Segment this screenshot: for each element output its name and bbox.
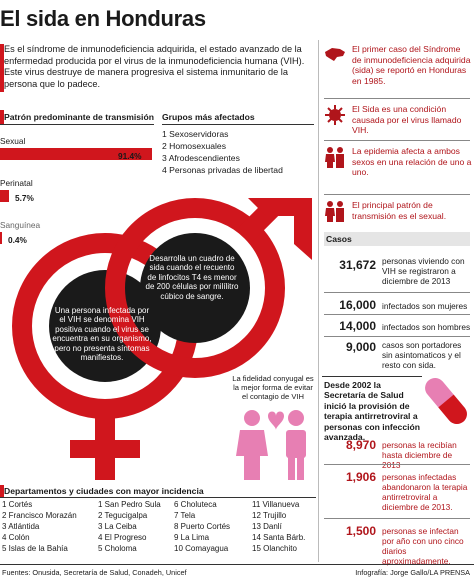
groups-list: 1 Sexoservidoras 2 Homosexuales 3 Afrode… bbox=[162, 128, 283, 176]
honduras-map-icon bbox=[325, 48, 345, 61]
casos-number: 14,000 bbox=[339, 319, 376, 333]
gender-symbols-graphic bbox=[12, 198, 312, 480]
group-item: 2 Homosexuales bbox=[162, 141, 227, 151]
casos-number: 31,672 bbox=[339, 258, 376, 272]
treatment-heading: Desde 2002 la Secretaría de Salud inició… bbox=[324, 380, 420, 443]
city-item: 13 Danlí bbox=[252, 522, 282, 532]
casos-number: 9,000 bbox=[345, 340, 376, 354]
city-item: 3 La Ceiba bbox=[98, 522, 137, 532]
departments-rule bbox=[0, 497, 316, 498]
page-title: El sida en Honduras bbox=[0, 6, 206, 31]
transmission-heading: Patrón predominante de transmisión bbox=[4, 112, 154, 122]
intro-accent-bar bbox=[0, 44, 4, 92]
group-item: 4 Personas privadas de libertad bbox=[162, 165, 283, 175]
bar-value: 0.4% bbox=[8, 235, 27, 245]
groups-rule bbox=[162, 124, 314, 125]
bar-fill-sanguinea bbox=[0, 232, 2, 244]
city-item: 11 Villanueva bbox=[252, 500, 300, 509]
pill-icon bbox=[425, 377, 467, 425]
casos-text: infectados son hombres bbox=[382, 322, 471, 332]
male-ring bbox=[105, 198, 285, 378]
city-item: 12 Trujillo bbox=[252, 511, 287, 521]
female-cross bbox=[70, 440, 140, 458]
male-core bbox=[140, 233, 250, 343]
casos-heading: Casos bbox=[326, 234, 352, 244]
treatment-number: 1,500 bbox=[345, 524, 376, 538]
treatment-text: personas se infectan por año con uno cin… bbox=[382, 526, 464, 566]
department-item: 5 Islas de la Bahía bbox=[2, 544, 68, 554]
cities-column-1: 1 San Pedro Sula 2 Tegucigalpa 3 La Ceib… bbox=[98, 499, 172, 554]
casos-text: personas viviendo con VIH se registraron… bbox=[382, 256, 465, 286]
treatment-number: 1,906 bbox=[345, 470, 376, 484]
city-item: 15 Olanchito bbox=[252, 544, 297, 554]
circle-right-text: Desarrolla un cuadro de sida cuando el r… bbox=[145, 254, 239, 301]
footer-sources: Fuentes: Onusida, Secretaría de Salud, C… bbox=[2, 568, 187, 577]
departments-heading: Departamentos y ciudades con mayor incid… bbox=[4, 486, 204, 496]
treatment-text: personas la recibían hasta diciembre de … bbox=[382, 440, 457, 470]
treatment-divider bbox=[324, 464, 470, 465]
fact-text: La epidemia afecta a ambos sexos en una … bbox=[352, 146, 472, 177]
department-item: 1 Cortés bbox=[2, 500, 33, 509]
couple-icon bbox=[325, 201, 344, 222]
intro-text: Es el síndrome de inmunodeficiencia adqu… bbox=[4, 44, 305, 89]
couple-icon bbox=[325, 147, 344, 168]
transmission-rule bbox=[0, 124, 154, 125]
cities-column-2: 6 Choluteca 7 Tela 8 Puerto Cortés 9 La … bbox=[174, 499, 248, 554]
fidelity-note: La fidelidad conyugal es la mejor forma … bbox=[232, 374, 314, 402]
city-item: 6 Choluteca bbox=[174, 500, 217, 509]
bar-label: Sanguínea bbox=[0, 220, 41, 230]
treatment-rule bbox=[322, 376, 422, 377]
fact-text: El Sida es una condición causada por el … bbox=[352, 104, 462, 135]
bar-label: Sexual bbox=[0, 136, 26, 146]
fact-divider bbox=[324, 140, 470, 141]
fact-divider bbox=[324, 194, 470, 195]
department-item: 2 Francisco Morazán bbox=[2, 511, 77, 521]
casos-divider bbox=[324, 292, 470, 293]
transmission-accent-bar bbox=[0, 110, 4, 124]
city-item: 4 El Progreso bbox=[98, 533, 147, 543]
virus-icon bbox=[325, 105, 345, 125]
treatment-number: 8,970 bbox=[345, 438, 376, 452]
casos-number: 16,000 bbox=[339, 298, 376, 312]
city-item: 10 Comayagua bbox=[174, 544, 229, 554]
treatment-divider bbox=[324, 518, 470, 519]
couple-pink-icon bbox=[236, 410, 306, 480]
fact-text: El principal patrón de transmisión es el… bbox=[352, 200, 447, 221]
department-item: 4 Colón bbox=[2, 533, 30, 543]
city-item: 1 San Pedro Sula bbox=[98, 500, 161, 509]
bar-fill-sexual bbox=[0, 148, 152, 160]
casos-divider bbox=[324, 314, 470, 315]
bar-value: 91.4% bbox=[118, 151, 142, 161]
treatment-text: personas infectadas abandonaron la terap… bbox=[382, 472, 468, 512]
footer-credit: Infografía: Jorge Gallo/LA PRENSA bbox=[355, 568, 470, 577]
departments-column-1: 1 Cortés 2 Francisco Morazán 3 Atlántida… bbox=[2, 499, 94, 554]
casos-text: infectados son mujeres bbox=[382, 301, 468, 311]
groups-heading: Grupos más afectados bbox=[162, 112, 255, 122]
group-item: 1 Sexoservidoras bbox=[162, 129, 229, 139]
city-item: 2 Tegucigalpa bbox=[98, 511, 148, 521]
fact-divider bbox=[324, 98, 470, 99]
city-item: 14 Santa Bárb. bbox=[252, 533, 306, 543]
casos-header-bg bbox=[324, 232, 470, 246]
footer-rule bbox=[0, 564, 474, 565]
casos-divider bbox=[324, 336, 470, 337]
department-item: 3 Atlántida bbox=[2, 522, 40, 532]
bar-fill-perinatal bbox=[0, 190, 9, 202]
bar-label: Perinatal bbox=[0, 178, 33, 188]
fact-text: El primer caso del Síndrome de inmunodef… bbox=[352, 44, 471, 86]
city-item: 7 Tela bbox=[174, 511, 196, 521]
group-item: 3 Afrodescendientes bbox=[162, 153, 240, 163]
cities-column-3: 11 Villanueva 12 Trujillo 13 Danlí 14 Sa… bbox=[252, 499, 316, 554]
city-item: 9 La Lima bbox=[174, 533, 210, 543]
circle-left-text: Una persona infectada por el VIH se deno… bbox=[52, 306, 152, 363]
female-core bbox=[49, 270, 161, 382]
column-divider bbox=[318, 40, 319, 562]
departments-accent-bar bbox=[0, 485, 4, 497]
casos-text: casos son portadores sin asintomaticos y… bbox=[382, 340, 462, 370]
male-arrow-head bbox=[248, 198, 312, 260]
city-item: 8 Puerto Cortés bbox=[174, 522, 231, 532]
city-item: 5 Choloma bbox=[98, 544, 137, 554]
bar-value: 5.7% bbox=[15, 193, 34, 203]
